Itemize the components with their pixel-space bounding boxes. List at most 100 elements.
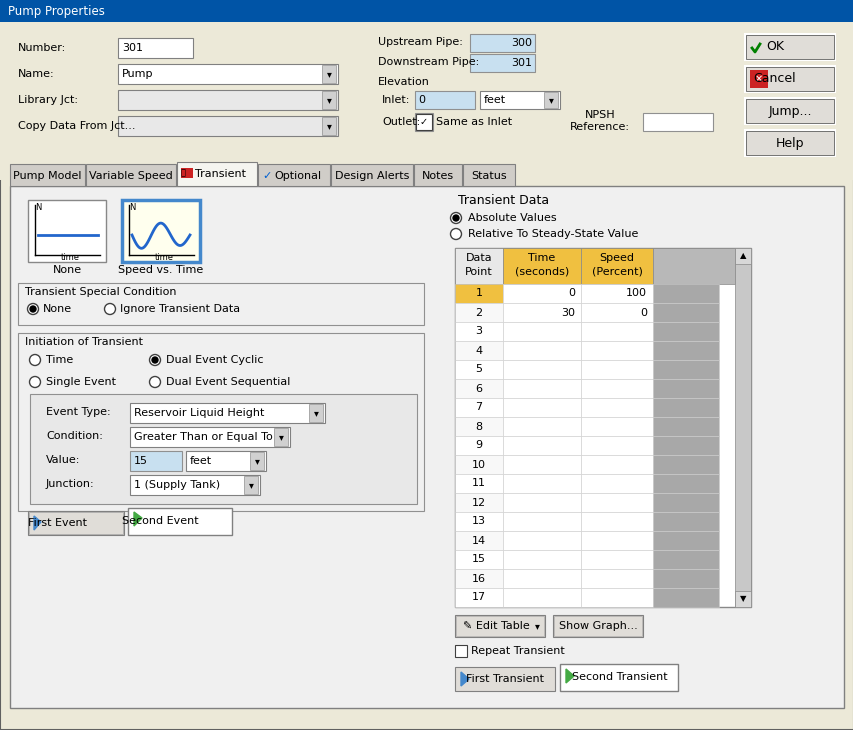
Text: Reservoir Liquid Height: Reservoir Liquid Height	[134, 408, 264, 418]
Text: Show Graph...: Show Graph...	[558, 621, 636, 631]
Text: Greater Than or Equal To: Greater Than or Equal To	[134, 432, 272, 442]
Bar	[744, 98, 834, 124]
Bar	[455, 248, 502, 284]
Text: None: None	[52, 265, 82, 275]
Bar	[502, 588, 580, 607]
Bar	[734, 248, 750, 264]
Text: Downstream Pipe:: Downstream Pipe:	[378, 57, 479, 67]
Bar	[455, 322, 502, 341]
Bar	[18, 283, 423, 325]
Bar	[653, 550, 718, 569]
Bar	[130, 451, 182, 471]
Text: 17: 17	[472, 593, 485, 602]
Text: 16: 16	[472, 574, 485, 583]
Polygon shape	[566, 669, 573, 683]
Bar	[455, 615, 544, 637]
Text: Reference:: Reference:	[569, 122, 630, 132]
Text: ✎ Edit Table: ✎ Edit Table	[462, 621, 529, 631]
Bar	[653, 398, 718, 417]
Bar	[274, 428, 287, 446]
Text: 4: 4	[475, 345, 482, 356]
Text: Dual Event Sequential: Dual Event Sequential	[165, 377, 290, 387]
Bar	[580, 248, 653, 284]
Bar	[580, 474, 653, 493]
Text: 6: 6	[475, 383, 482, 393]
Bar	[455, 645, 467, 657]
Text: 300: 300	[510, 38, 531, 48]
Bar	[455, 417, 502, 436]
Text: N: N	[35, 204, 41, 212]
Bar	[653, 417, 718, 436]
Bar	[455, 379, 502, 398]
Bar	[653, 531, 718, 550]
Bar	[502, 341, 580, 360]
Bar	[502, 303, 580, 322]
Text: ▾: ▾	[254, 456, 259, 466]
Circle shape	[149, 377, 160, 388]
Text: 1: 1	[475, 288, 482, 299]
Text: Repeat Transient: Repeat Transient	[471, 646, 564, 656]
Bar	[580, 569, 653, 588]
Bar	[244, 476, 258, 494]
Text: Variable Speed: Variable Speed	[89, 171, 172, 181]
Bar	[118, 38, 193, 58]
Bar	[502, 398, 580, 417]
Circle shape	[152, 357, 158, 363]
Text: Ignore Transient Data: Ignore Transient Data	[120, 304, 240, 314]
Text: First Transient: First Transient	[466, 674, 543, 684]
Polygon shape	[34, 516, 41, 530]
Text: Name:: Name:	[18, 69, 55, 79]
Text: 12: 12	[472, 498, 485, 507]
Bar	[653, 588, 718, 607]
Bar	[455, 436, 502, 455]
Bar	[653, 436, 718, 455]
Bar	[322, 117, 335, 135]
Bar	[479, 91, 560, 109]
Text: Help: Help	[775, 137, 804, 150]
Bar	[30, 394, 416, 504]
Text: Library Jct:: Library Jct:	[18, 95, 78, 105]
Text: Outlet:: Outlet:	[381, 117, 420, 127]
Bar	[653, 322, 718, 341]
Bar	[118, 116, 338, 136]
Text: Condition:: Condition:	[46, 431, 102, 441]
Text: ▾: ▾	[326, 121, 331, 131]
Bar	[118, 64, 338, 84]
Text: 📋: 📋	[181, 169, 186, 177]
Text: ✕: ✕	[754, 74, 763, 84]
Bar	[18, 333, 423, 511]
Text: Time: Time	[528, 253, 555, 263]
Text: Second Event: Second Event	[121, 516, 198, 526]
Bar	[10, 164, 85, 186]
Bar	[455, 284, 502, 303]
Circle shape	[450, 228, 461, 239]
Bar	[580, 341, 653, 360]
Bar	[580, 512, 653, 531]
Text: 1 (Supply Tank): 1 (Supply Tank)	[134, 480, 220, 490]
Text: Second Transient: Second Transient	[572, 672, 667, 682]
Text: Notes: Notes	[421, 171, 454, 181]
Bar	[0, 22, 853, 180]
Text: Design Alerts: Design Alerts	[334, 171, 409, 181]
Bar	[28, 511, 124, 535]
Text: Value:: Value:	[46, 455, 80, 465]
Bar	[130, 403, 325, 423]
Bar	[455, 398, 502, 417]
Bar	[250, 452, 264, 470]
Bar	[415, 113, 432, 131]
Bar	[455, 474, 502, 493]
Text: 30: 30	[560, 307, 574, 318]
Bar	[560, 664, 677, 691]
Bar	[186, 451, 265, 471]
Text: ▾: ▾	[248, 480, 253, 490]
Text: ▾: ▾	[534, 621, 539, 631]
Bar	[734, 248, 750, 607]
Text: 100: 100	[625, 288, 647, 299]
Text: Event Type:: Event Type:	[46, 407, 111, 417]
Text: ▲: ▲	[739, 252, 746, 261]
Text: (seconds): (seconds)	[514, 267, 568, 277]
Text: ✓: ✓	[262, 171, 271, 181]
Text: Dual Event Cyclic: Dual Event Cyclic	[165, 355, 264, 365]
Bar	[502, 360, 580, 379]
Text: 9: 9	[475, 440, 482, 450]
